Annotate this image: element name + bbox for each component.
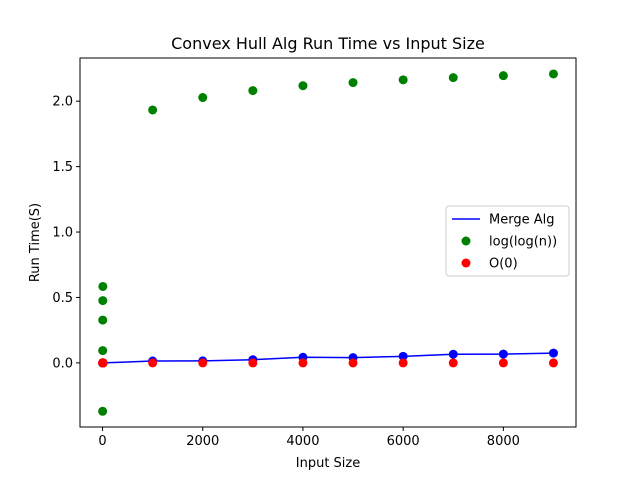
data-point bbox=[398, 75, 408, 85]
data-point bbox=[448, 73, 458, 83]
data-point bbox=[248, 358, 258, 368]
data-point bbox=[448, 349, 458, 359]
data-point bbox=[498, 358, 508, 368]
data-point bbox=[98, 296, 108, 306]
data-point bbox=[398, 351, 408, 361]
data-point bbox=[198, 358, 208, 368]
data-point bbox=[498, 349, 508, 359]
data-point bbox=[448, 358, 458, 368]
x-tick-label: 0 bbox=[98, 434, 106, 449]
y-tick-label: 1.0 bbox=[52, 226, 73, 241]
legend-box bbox=[445, 205, 570, 277]
chart-title: Convex Hull Alg Run Time vs Input Size bbox=[171, 34, 485, 53]
x-axis-label: Input Size bbox=[296, 456, 360, 471]
x-tick-label: 2000 bbox=[186, 434, 219, 449]
data-point bbox=[348, 78, 358, 88]
y-tick-label: 1.5 bbox=[52, 160, 73, 175]
legend: Merge Alg log(log(n)) O(0) bbox=[445, 205, 570, 277]
legend-label: O(0) bbox=[489, 257, 518, 272]
legend-marker-swatch bbox=[461, 258, 471, 268]
data-point bbox=[98, 358, 108, 368]
data-point bbox=[298, 358, 308, 368]
data-point bbox=[548, 358, 558, 368]
legend-label: log(log(n)) bbox=[489, 235, 557, 250]
data-point bbox=[348, 358, 358, 368]
data-point bbox=[548, 69, 558, 79]
x-tick-label: 8000 bbox=[487, 434, 520, 449]
y-tick-label: 2.0 bbox=[52, 95, 73, 110]
data-point bbox=[198, 93, 208, 103]
axis-ticks: 0 2000 4000 6000 8000 0.0 0.5 1.0 1.5 2.0 bbox=[52, 95, 520, 449]
data-point bbox=[248, 86, 258, 96]
legend-label: Merge Alg bbox=[489, 213, 554, 228]
data-point bbox=[98, 406, 108, 416]
data-point bbox=[98, 315, 108, 325]
series-1 bbox=[98, 69, 558, 416]
plot-marks bbox=[98, 69, 558, 416]
y-tick-label: 0.5 bbox=[52, 291, 73, 306]
series-2 bbox=[98, 358, 558, 368]
x-tick-label: 6000 bbox=[387, 434, 420, 449]
plot-frame bbox=[79, 57, 577, 428]
data-point bbox=[98, 346, 108, 356]
data-point bbox=[398, 358, 408, 368]
data-point bbox=[148, 358, 158, 368]
y-tick-label: 0.0 bbox=[52, 356, 73, 371]
legend-marker-swatch bbox=[461, 236, 471, 246]
data-point bbox=[498, 71, 508, 81]
x-tick-label: 4000 bbox=[286, 434, 319, 449]
data-point bbox=[148, 105, 158, 115]
data-point bbox=[548, 348, 558, 358]
y-axis-label: Run Time(S) bbox=[28, 203, 43, 282]
data-point bbox=[298, 81, 308, 91]
data-point bbox=[98, 281, 108, 291]
